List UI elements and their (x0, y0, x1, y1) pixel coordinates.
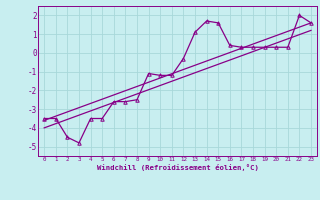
X-axis label: Windchill (Refroidissement éolien,°C): Windchill (Refroidissement éolien,°C) (97, 164, 259, 171)
